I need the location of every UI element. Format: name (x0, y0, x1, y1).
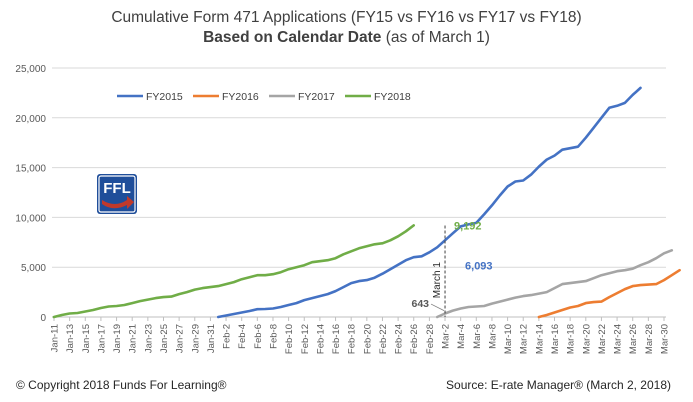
subtitle-rest: (as of March 1) (381, 29, 490, 46)
x-tick-label: Feb-4 (237, 324, 248, 349)
x-tick-label: Mar-24 (613, 324, 624, 354)
copyright-text: © Copyright 2018 Funds For Learning® (16, 378, 227, 392)
legend-label: FY2016 (222, 91, 259, 103)
x-tick-label: Jan-27 (175, 324, 186, 353)
ffl-logo: FFL (97, 174, 137, 214)
x-tick-label: Mar-28 (644, 324, 655, 354)
series-layer (52, 86, 681, 319)
x-tick-label: Jan-13 (65, 324, 76, 353)
x-tick-label: Feb-16 (331, 324, 342, 354)
x-tick-label: Mar-4 (456, 324, 467, 349)
source-text: Source: E-rate Manager® (March 2, 2018) (446, 378, 671, 392)
x-tick-label: Jan-17 (96, 324, 107, 353)
legend-label: FY2018 (374, 91, 411, 103)
x-tick-label: Jan-15 (81, 324, 92, 353)
y-tick-label: 15,000 (15, 164, 46, 175)
series-line-fy2015 (216, 86, 642, 319)
chart-title: Cumulative Form 471 Applications (FY15 v… (111, 9, 582, 26)
x-tick-label: Mar-22 (597, 324, 608, 354)
series-line-fy2016 (537, 268, 681, 319)
x-tick-label: Mar-26 (628, 324, 639, 354)
x-tick-label: Mar-14 (534, 324, 545, 354)
x-tick-label: Jan-31 (206, 324, 217, 353)
legend: FY2015 FY2016 FY2017 FY2018 (117, 91, 411, 103)
y-tick-label: 20,000 (15, 114, 46, 125)
x-tick-label: Feb-22 (378, 324, 389, 354)
logo-text: FFL (103, 180, 131, 197)
annotation-layer: March 1 9,192 6,093 643 (411, 220, 493, 317)
x-tick-label: Feb-18 (347, 324, 358, 354)
x-tick-label: Feb-28 (425, 324, 436, 354)
x-tick-label: Feb-2 (222, 324, 233, 349)
series-line-fy2017 (435, 249, 674, 319)
x-tick-label: Mar-12 (519, 324, 530, 354)
label-fy2018: 9,192 (454, 220, 482, 232)
x-tick-label: Feb-10 (284, 324, 295, 354)
subtitle-bold: Based on Calendar Date (203, 29, 382, 46)
x-tick-label: Feb-14 (315, 324, 326, 354)
y-tick-label: 25,000 (15, 64, 46, 75)
label-fy2015: 6,093 (465, 260, 493, 272)
x-tick-label: Feb-12 (300, 324, 311, 354)
x-tick-label: Jan-29 (190, 324, 201, 353)
x-tick-label: Mar-20 (581, 324, 592, 354)
y-tick-label: 0 (40, 313, 46, 324)
x-tick-label: Mar-6 (472, 324, 483, 349)
x-tick-label: Jan-19 (112, 324, 123, 353)
x-tick-label: Feb-6 (253, 324, 264, 349)
x-tick-label: Mar-2 (441, 324, 452, 349)
x-tick-label: Jan-11 (50, 324, 61, 352)
march1-label: March 1 (432, 262, 443, 299)
label-fy2017: 643 (411, 298, 429, 310)
x-tick-label: Mar-8 (487, 324, 498, 349)
x-tick-label: Mar-30 (660, 324, 671, 354)
x-tick-label: Mar-18 (566, 324, 577, 354)
callout-fy2017 (430, 303, 445, 311)
x-tick-label: Jan-23 (143, 324, 154, 353)
x-tick-label: Jan-21 (128, 324, 139, 353)
y-tick-label: 10,000 (15, 213, 46, 224)
y-tick-label: 5,000 (21, 263, 46, 274)
grid-layer (52, 67, 666, 318)
chart-subtitle: Based on Calendar Date (as of March 1) (0, 28, 693, 47)
axis-layer: 0 5,000 10,000 15,000 20,000 25,000 Jan-11 Jan-… (15, 64, 670, 354)
x-tick-label: Mar-16 (550, 324, 561, 354)
series-line-fy2018 (52, 224, 416, 319)
x-tick-label: Feb-26 (409, 324, 420, 354)
x-tick-label: Feb-20 (362, 324, 373, 354)
legend-label: FY2017 (298, 91, 335, 103)
x-tick-label: Feb-24 (394, 324, 405, 354)
legend-label: FY2015 (146, 91, 183, 103)
x-tick-label: Mar-10 (503, 324, 514, 354)
x-tick-label: Jan-25 (159, 324, 170, 353)
x-tick-label: Feb-8 (268, 324, 279, 349)
